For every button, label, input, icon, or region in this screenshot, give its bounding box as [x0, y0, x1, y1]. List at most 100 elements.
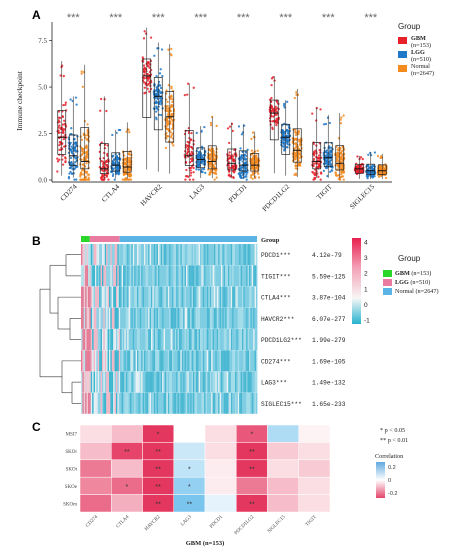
- heatmap-cell: [120, 307, 122, 329]
- heatmap-cell: [253, 371, 255, 393]
- heatmap-cell: [190, 286, 192, 308]
- heatmap-cell: [113, 371, 115, 393]
- data-point: [334, 153, 337, 156]
- data-point: [209, 153, 212, 156]
- heatmap-cell: [123, 307, 125, 329]
- lgg-swatch-a: [398, 51, 407, 58]
- data-point: [60, 146, 63, 150]
- box-gbm-lag3: [183, 82, 195, 181]
- heatmap-cell: [193, 329, 195, 351]
- data-point: [209, 121, 213, 125]
- data-point: [295, 138, 298, 141]
- heatmap-cell: [142, 307, 144, 329]
- data-point: [239, 147, 242, 150]
- heatmap-cell: [117, 307, 119, 329]
- heatmap-cell: [128, 392, 130, 414]
- heatmap-cell: [104, 329, 107, 351]
- heatmap-cell: [130, 265, 132, 287]
- heatmap-cell: [226, 265, 228, 287]
- heatmap-cell: [138, 265, 140, 287]
- corr-significance: **: [249, 467, 255, 474]
- heatmap-cell: [118, 392, 121, 414]
- heatmap-cell: [186, 265, 188, 287]
- data-point: [269, 123, 272, 126]
- heatmap-cell: [131, 350, 133, 372]
- heatmap-cell: [243, 392, 245, 414]
- heatmap-cell: [181, 265, 184, 287]
- heatmap-cell: [124, 371, 126, 393]
- heatmap-cell: [100, 307, 102, 329]
- data-point: [283, 106, 286, 109]
- data-point: [319, 178, 322, 181]
- y-tick-label: 0.0: [38, 177, 47, 185]
- heatmap-cell: [187, 371, 189, 393]
- box-rect: [57, 110, 67, 155]
- data-point: [192, 178, 195, 181]
- data-point: [144, 82, 147, 85]
- data-point: [63, 145, 66, 148]
- data-point: [340, 116, 343, 119]
- x-tick-label: CD274: [59, 182, 79, 202]
- heatmap-cell: [86, 286, 88, 308]
- data-point: [75, 159, 78, 163]
- x-tick-label: HAVCR2: [139, 182, 164, 207]
- data-point: [170, 47, 173, 51]
- data-point: [215, 176, 218, 179]
- heatmap-cell: [165, 329, 167, 351]
- heatmap-cell: [208, 329, 210, 351]
- heatmap-cell: [176, 392, 178, 414]
- data-point: [323, 146, 326, 150]
- heatmap-cell: [158, 329, 160, 351]
- data-point: [142, 37, 146, 40]
- heatmap-cell: [188, 265, 191, 287]
- legend-normal-b: Normal (n=2647): [395, 288, 439, 295]
- data-point: [186, 150, 190, 154]
- heatmap-cell: [202, 265, 205, 287]
- heatmap-cell: [249, 371, 251, 393]
- data-point: [294, 155, 297, 159]
- heatmap-cell: [250, 350, 252, 372]
- heatmap-cell: [137, 329, 139, 351]
- data-point: [232, 155, 235, 158]
- data-point: [200, 145, 204, 148]
- heatmap-cell: [128, 350, 130, 372]
- data-point: [339, 118, 342, 121]
- heatmap-cell: [179, 286, 181, 308]
- heatmap-cell: [236, 329, 238, 351]
- heatmap-cell: [194, 286, 196, 308]
- data-point: [295, 91, 298, 94]
- heatmap-cell: [90, 265, 93, 287]
- heatmap-cell: [152, 244, 154, 266]
- heatmap-cell: [191, 350, 193, 372]
- data-point: [86, 149, 89, 152]
- data-point: [105, 175, 109, 178]
- data-point: [334, 171, 337, 174]
- data-point: [167, 48, 170, 51]
- heatmap-cell: [246, 329, 248, 351]
- heatmap-cell: [236, 350, 238, 372]
- heatmap-cell: [177, 392, 179, 414]
- heatmap-cell: [128, 307, 130, 329]
- data-point: [312, 178, 315, 181]
- corr-col-label: PDCD1: [209, 515, 224, 530]
- heatmap-cell: [170, 286, 172, 308]
- data-point: [195, 131, 198, 134]
- data-point: [276, 110, 279, 113]
- heatmap-cell: [95, 350, 97, 372]
- heatmap-cell: [216, 244, 219, 266]
- box-rect: [281, 123, 291, 155]
- heatmap-cell: [209, 286, 212, 308]
- heatmap-cell: [218, 286, 220, 308]
- data-point: [340, 151, 343, 154]
- heatmap-cell: [128, 265, 130, 287]
- heatmap-cell: [97, 371, 100, 393]
- heatmap-cell: [214, 392, 216, 414]
- heatmap-cell: [202, 286, 205, 308]
- heatmap-cell: [132, 392, 135, 414]
- data-point: [282, 132, 285, 135]
- heatmap-cell: [172, 371, 174, 393]
- significance-stars: ***: [322, 12, 336, 24]
- data-point: [157, 91, 160, 94]
- data-point: [143, 92, 146, 95]
- heatmap-cell: [247, 371, 249, 393]
